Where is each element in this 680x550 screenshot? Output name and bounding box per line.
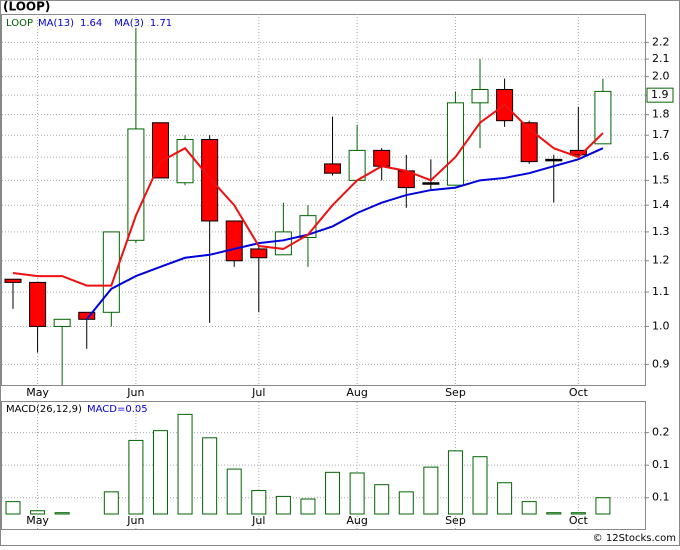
legend-label: MA(13) — [38, 18, 74, 29]
y-tick-label: 1.0 — [652, 319, 670, 332]
macd-bar — [570, 512, 586, 515]
macd-value: MACD=0.05 — [87, 404, 148, 415]
x-tick-label: Sep — [445, 514, 466, 527]
candle-body — [29, 281, 47, 327]
x-tick-label: May — [26, 514, 49, 527]
y-tick-label: 1.6 — [652, 150, 670, 163]
macd-bar — [30, 510, 46, 515]
candle-body — [348, 149, 366, 181]
x-tick-label: Jul — [251, 514, 265, 527]
macd-bar — [497, 482, 513, 515]
y-tick-label: 0.9 — [652, 357, 670, 370]
x-tick-label: Jul — [251, 386, 265, 399]
legend-ticker: LOOP — [6, 18, 33, 29]
macd-bar — [202, 437, 218, 515]
candle-body — [471, 89, 489, 104]
candle-body — [569, 149, 587, 156]
candle-body — [373, 149, 391, 167]
candle-body — [176, 139, 194, 184]
candle-body — [151, 122, 169, 179]
candle-body — [225, 220, 243, 262]
macd-bar — [423, 466, 439, 515]
x-tick-label: Jun — [126, 386, 144, 399]
macd-bar — [349, 472, 365, 515]
macd-bar — [103, 491, 119, 515]
macd-bar — [546, 512, 562, 515]
x-tick-label: Oct — [569, 386, 589, 399]
macd-bar — [251, 490, 267, 515]
x-tick-label: Sep — [445, 386, 466, 399]
y-tick-label: 2.0 — [652, 70, 670, 83]
macd-bar — [226, 468, 242, 515]
macd-bar — [152, 430, 168, 515]
chart-title: (LOOP) — [3, 0, 50, 14]
legend-label: MA(3) — [114, 18, 144, 29]
macd-bar — [177, 413, 193, 515]
macd-bar — [54, 512, 70, 515]
candle-body — [127, 128, 145, 241]
candle-body — [545, 158, 563, 162]
y-tick-label: 0.1 — [652, 491, 670, 504]
candle-body — [53, 318, 71, 327]
macd-bar — [275, 495, 291, 515]
macd-bar — [5, 501, 21, 515]
legend-value: 1.64 — [80, 18, 102, 29]
macd-bar — [398, 491, 414, 515]
y-tick-label: 0.2 — [652, 426, 670, 439]
x-tick-label: Jun — [126, 514, 144, 527]
ma-line — [85, 147, 604, 320]
y-tick-label: 0.1 — [652, 458, 670, 471]
macd-title: MACD(26,12,9) — [6, 404, 82, 415]
y-tick-label: 1.4 — [652, 198, 670, 211]
x-tick-label: May — [26, 386, 49, 399]
y-tick-label: 2.1 — [652, 52, 670, 65]
legend-value: 1.71 — [150, 18, 172, 29]
candle-body — [422, 182, 440, 185]
macd-bar — [472, 456, 488, 515]
last-price-box — [646, 87, 674, 103]
macd-bar — [300, 498, 316, 515]
candle-body — [324, 163, 342, 174]
candle-body — [4, 278, 22, 283]
y-tick-label: 1.8 — [652, 108, 670, 121]
y-tick-label: 2.2 — [652, 35, 670, 48]
candle-body — [274, 231, 292, 256]
y-tick-label: 1.5 — [652, 173, 670, 186]
candle-body — [250, 248, 268, 259]
x-tick-label: Aug — [346, 386, 367, 399]
x-tick-label: Oct — [569, 514, 589, 527]
macd-bar — [595, 497, 611, 515]
y-tick-label: 1.2 — [652, 254, 670, 267]
macd-bar — [128, 439, 144, 515]
y-tick-label: 1.3 — [652, 225, 670, 238]
ma-line — [12, 103, 604, 287]
x-tick-label: Aug — [346, 514, 367, 527]
price-panel — [1, 14, 646, 386]
macd-bar — [325, 471, 341, 515]
candle-body — [594, 90, 612, 145]
macd-bar — [374, 484, 390, 515]
footer: © 12Stocks.com — [593, 533, 676, 544]
y-tick-label: 1.1 — [652, 285, 670, 298]
macd-bar — [521, 501, 537, 515]
candle-body — [446, 102, 464, 186]
y-tick-label: 1.7 — [652, 128, 670, 141]
last-price-label: 1.9 — [651, 88, 669, 101]
candle-body — [201, 139, 219, 222]
macd-bar — [447, 450, 463, 515]
